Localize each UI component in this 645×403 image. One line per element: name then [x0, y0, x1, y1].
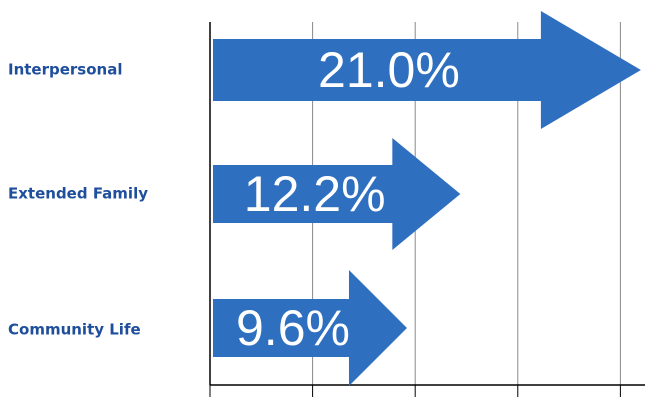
- category-label: Community Life: [8, 321, 141, 339]
- category-label: Extended Family: [8, 185, 148, 203]
- value-label: 12.2%: [244, 166, 386, 222]
- category-label: Interpersonal: [8, 61, 123, 79]
- value-label: 21.0%: [318, 42, 460, 98]
- arrow-bar: [213, 11, 641, 129]
- arrow-bar: [213, 270, 407, 386]
- value-label: 9.6%: [236, 300, 350, 356]
- arrow-bar: [213, 138, 461, 250]
